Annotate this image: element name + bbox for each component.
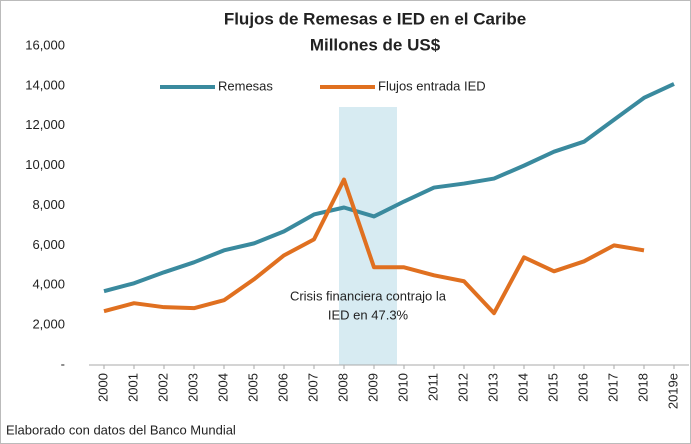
- x-tick-label: 2014: [515, 373, 530, 402]
- chart-title: Flujos de Remesas e IED en el Caribe: [224, 9, 526, 28]
- x-tick-label: 2001: [125, 373, 140, 402]
- legend-label: Remesas: [218, 78, 273, 93]
- y-tick-label: -: [61, 356, 65, 371]
- x-tick-label: 2006: [275, 373, 290, 402]
- x-tick-label: 2000: [95, 373, 110, 402]
- x-tick-label: 2004: [215, 373, 230, 402]
- legend-label: Flujos entrada IED: [378, 78, 486, 93]
- annotation: IED en 47.3%: [328, 307, 409, 322]
- annotation: Crisis financiera contrajo la: [290, 288, 447, 303]
- x-tick-label: 2017: [605, 373, 620, 402]
- y-tick-label: 16,000: [25, 37, 65, 52]
- x-tick-label: 2018: [635, 373, 650, 402]
- x-tick-label: 2009: [365, 373, 380, 402]
- x-tick-label: 2008: [335, 373, 350, 402]
- x-tick-label: 2015: [545, 373, 560, 402]
- x-tick-label: 2003: [185, 373, 200, 402]
- chart-subtitle: Millones de US$: [310, 35, 441, 54]
- y-tick-label: 6,000: [32, 237, 65, 252]
- x-tick-label: 2011: [425, 373, 440, 401]
- x-tick-label: 2007: [305, 373, 320, 402]
- y-tick-label: 12,000: [25, 117, 65, 132]
- x-tick-label: 2010: [395, 373, 410, 402]
- series-line: [103, 177, 645, 316]
- x-tick-label: 2005: [245, 373, 260, 402]
- y-tick-label: 4,000: [32, 277, 65, 292]
- y-tick-label: 8,000: [32, 197, 65, 212]
- x-tick-label: 2012: [455, 373, 470, 402]
- series-line: [103, 82, 675, 294]
- x-tick-label: 2016: [575, 373, 590, 402]
- highlight-region: [339, 107, 397, 365]
- y-tick-label: 2,000: [32, 317, 65, 332]
- x-tick-label: 2019e: [665, 373, 680, 409]
- x-tick-label: 2013: [485, 373, 500, 402]
- y-tick-label: 10,000: [25, 157, 65, 172]
- source-note: Elaborado con datos del Banco Mundial: [6, 422, 236, 437]
- y-tick-label: 14,000: [25, 77, 65, 92]
- x-tick-label: 2002: [155, 373, 170, 402]
